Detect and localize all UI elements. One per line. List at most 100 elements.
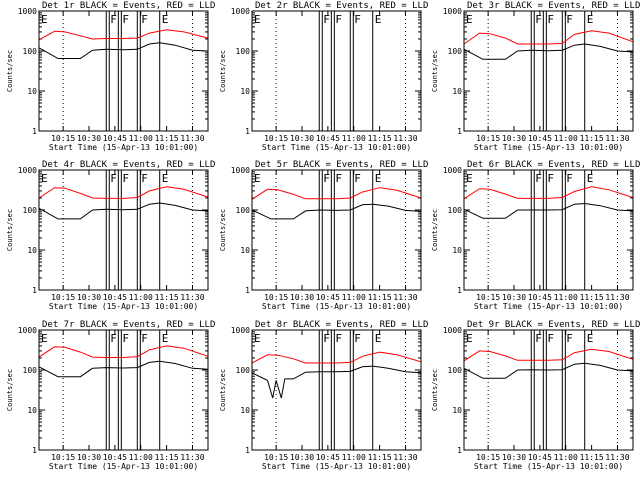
x-tick-label: 10:30 <box>290 134 314 143</box>
eclipse-marker-label: E <box>41 172 48 185</box>
x-tick-label: 11:15 <box>368 453 392 462</box>
panel-title: Det 5r BLACK = Events, RED = LLD <box>255 160 428 170</box>
panel-title: Det 2r BLACK = Events, RED = LLD <box>255 1 428 11</box>
y-tick-label: 1000 <box>443 166 462 175</box>
eclipse-marker-label: E <box>162 13 169 26</box>
x-tick-label: 10:30 <box>77 453 101 462</box>
x-tick-label: 10:15 <box>476 453 500 462</box>
x-tick-label: 11:15 <box>155 453 179 462</box>
flare-marker-label: F <box>122 172 129 185</box>
y-axis-label: Counts/sec <box>219 50 227 92</box>
y-tick-label: 100 <box>236 206 251 215</box>
eclipse-marker-label: E <box>254 332 261 345</box>
y-tick-label: 1 <box>245 446 250 455</box>
flare-marker-label: F <box>335 13 342 26</box>
flare-marker-label: F <box>110 332 117 345</box>
y-tick-label: 1000 <box>18 166 37 175</box>
detector-panel-8: Det 8r BLACK = Events, RED = LLD Counts/s… <box>219 320 428 471</box>
flare-marker-label: F <box>141 172 148 185</box>
x-tick-label: 10:15 <box>51 134 75 143</box>
y-tick-label: 1 <box>457 286 462 295</box>
y-axis-label: Counts/sec <box>431 50 439 92</box>
detector-panel-7: Det 7r BLACK = Events, RED = LLD Counts/s… <box>6 320 215 471</box>
y-tick-label: 10 <box>452 406 462 415</box>
events-series-line <box>463 362 634 379</box>
y-tick-label: 100 <box>448 206 463 215</box>
x-tick-label: 11:30 <box>393 453 417 462</box>
flare-marker-label: F <box>110 172 117 185</box>
y-tick-label: 1000 <box>231 166 250 175</box>
flare-marker-label: F <box>122 13 129 26</box>
x-tick-label: 11:15 <box>155 134 179 143</box>
x-tick-label: 11:30 <box>180 453 204 462</box>
plot-frame <box>38 329 209 451</box>
y-tick-label: 1 <box>457 127 462 136</box>
x-tick-label: 10:15 <box>476 293 500 302</box>
x-tick-label: 10:30 <box>502 453 526 462</box>
x-tick-label: 11:15 <box>155 293 179 302</box>
x-tick-label: 11:15 <box>580 134 604 143</box>
x-tick-label: 10:30 <box>502 293 526 302</box>
y-tick-label: 10 <box>452 87 462 96</box>
flare-marker-label: F <box>354 332 361 345</box>
y-axis-label: Counts/sec <box>431 209 439 251</box>
x-tick-label: 11:00 <box>129 293 153 302</box>
x-tick-label: 10:15 <box>51 453 75 462</box>
events-series-line <box>251 365 422 399</box>
x-tick-label: 10:45 <box>316 453 340 462</box>
y-tick-label: 1000 <box>231 326 250 335</box>
eclipse-marker-label: E <box>162 172 169 185</box>
x-tick-label: 10:30 <box>290 293 314 302</box>
x-tick-label: 10:45 <box>528 134 552 143</box>
flare-marker-label: F <box>566 172 573 185</box>
y-tick-label: 10 <box>452 246 462 255</box>
y-tick-label: 1 <box>32 446 37 455</box>
x-tick-label: 10:30 <box>77 134 101 143</box>
x-tick-label: 10:45 <box>528 293 552 302</box>
detector-panel-4: Det 4r BLACK = Events, RED = LLD Counts/s… <box>6 160 215 311</box>
flare-marker-label: F <box>547 172 554 185</box>
flare-marker-label: F <box>547 332 554 345</box>
lld-series-line <box>463 30 634 45</box>
eclipse-marker-label: E <box>466 332 473 345</box>
x-tick-label: 10:45 <box>528 453 552 462</box>
x-axis-label: Start Time (15-Apr-13 10:01:00) <box>474 143 623 152</box>
y-tick-label: 1 <box>32 127 37 136</box>
x-tick-label: 11:30 <box>180 134 204 143</box>
x-axis-label: Start Time (15-Apr-13 10:01:00) <box>262 143 411 152</box>
eclipse-marker-label: E <box>375 332 382 345</box>
y-axis-label: Counts/sec <box>6 209 14 251</box>
events-series-line <box>38 360 209 378</box>
x-tick-label: 11:15 <box>580 293 604 302</box>
detector-panel-6: Det 6r BLACK = Events, RED = LLD Counts/s… <box>431 160 640 311</box>
flare-marker-label: F <box>141 13 148 26</box>
flare-marker-label: F <box>566 332 573 345</box>
flare-marker-label: F <box>323 332 330 345</box>
x-tick-label: 11:15 <box>368 134 392 143</box>
x-axis-label: Start Time (15-Apr-13 10:01:00) <box>49 143 198 152</box>
x-tick-label: 10:45 <box>103 453 127 462</box>
eclipse-marker-label: E <box>466 172 473 185</box>
plot-frame <box>38 10 209 132</box>
plot-frame <box>251 169 422 291</box>
x-tick-label: 11:00 <box>342 293 366 302</box>
y-tick-label: 100 <box>23 206 38 215</box>
flare-marker-label: F <box>110 13 117 26</box>
x-tick-label: 11:00 <box>554 134 578 143</box>
x-tick-label: 10:30 <box>290 453 314 462</box>
flare-marker-label: F <box>354 172 361 185</box>
lld-series-line <box>463 348 634 362</box>
y-tick-label: 100 <box>236 366 251 375</box>
y-tick-label: 10 <box>27 246 37 255</box>
detector-panel-9: Det 9r BLACK = Events, RED = LLD Counts/s… <box>431 320 640 471</box>
x-tick-label: 10:15 <box>51 293 75 302</box>
flare-marker-label: F <box>141 332 148 345</box>
plot-frame <box>251 10 422 132</box>
eclipse-marker-label: E <box>254 13 261 26</box>
y-axis-label: Counts/sec <box>219 369 227 411</box>
eclipse-marker-label: E <box>162 332 169 345</box>
panel-title: Det 4r BLACK = Events, RED = LLD <box>42 160 215 170</box>
x-tick-label: 11:30 <box>393 134 417 143</box>
x-tick-label: 11:00 <box>129 453 153 462</box>
lld-series-line <box>463 186 634 200</box>
